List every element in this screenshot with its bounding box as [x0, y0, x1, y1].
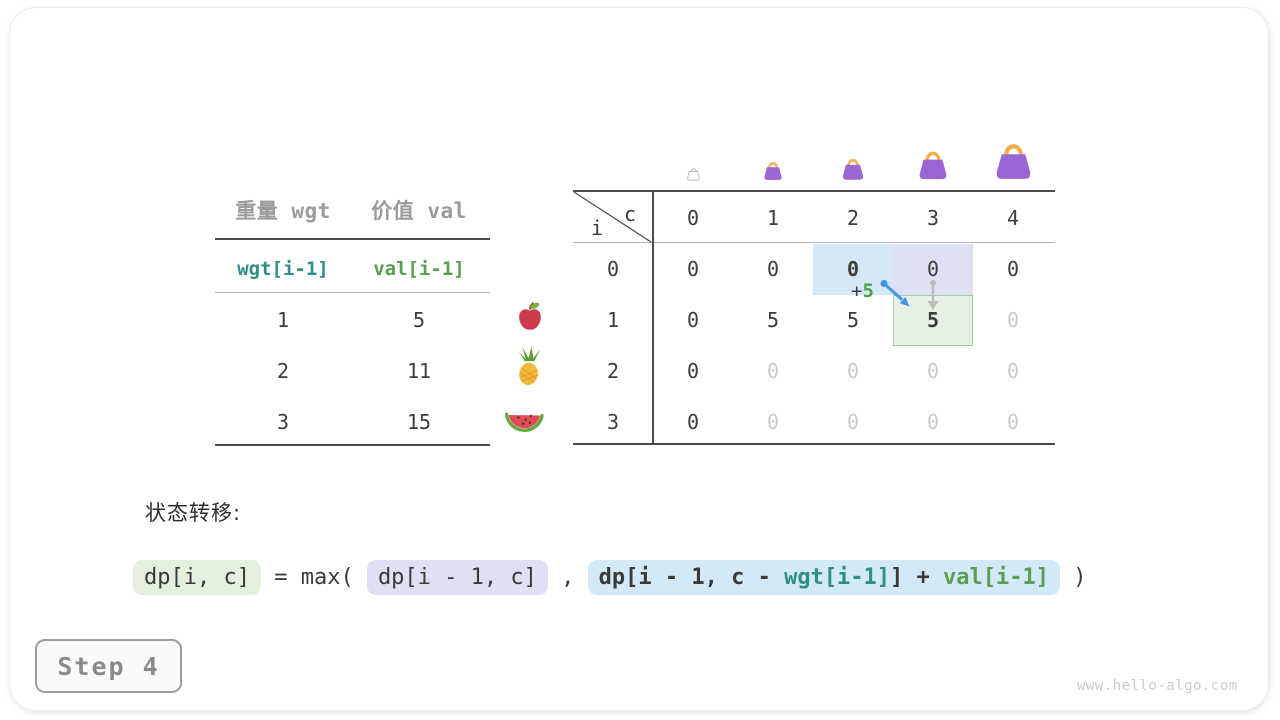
dp-cell: 0	[766, 410, 780, 434]
dp-cell: 0	[766, 359, 780, 383]
watermark: www.hello-algo.com	[1077, 678, 1238, 694]
item-weight-cell: 3	[276, 410, 290, 434]
dp-row-header: 2	[606, 359, 620, 383]
items-val-expr: val[i-1]	[373, 258, 465, 280]
dp-cell: 0	[766, 257, 780, 281]
dp-cell: 0	[926, 257, 940, 281]
item-weight-cell: 1	[276, 308, 290, 332]
formula-chip-dp: dp[i, c]	[133, 560, 261, 595]
pineapple-icon	[512, 346, 547, 392]
step-badge[interactable]: Step 4	[35, 639, 182, 693]
dp-cell: 0	[846, 359, 860, 383]
item-value-cell: 5	[412, 308, 426, 332]
gain-value: 5	[862, 280, 874, 302]
apple-icon	[517, 301, 543, 336]
dp-corner-col-var: c	[624, 202, 637, 226]
bag-icon	[916, 145, 950, 185]
dp-col-header: 3	[926, 206, 940, 230]
gain-annotation: +5	[851, 281, 874, 301]
items-table-mid-rule	[215, 292, 490, 293]
bag-outline-icon	[686, 165, 701, 185]
formula-op-eq-max: = max(	[260, 565, 367, 590]
dp-col-header: 4	[1006, 206, 1020, 230]
dp-cell: 0	[846, 410, 860, 434]
dp-table-vertical-rule	[652, 191, 654, 444]
dp-cell: 5	[926, 308, 940, 332]
dp-cell: 0	[686, 410, 700, 434]
items-table-top-rule	[215, 238, 490, 240]
formula-take-mid: ] +	[890, 565, 944, 590]
state-transition-formula: dp[i, c] = max( dp[i - 1, c] , dp[i - 1,…	[133, 560, 1087, 595]
watermelon-icon	[504, 404, 546, 439]
dp-col-header: 1	[766, 206, 780, 230]
formula-take-val: val[i-1]	[943, 565, 1049, 590]
items-wgt-expr: wgt[i-1]	[237, 258, 329, 280]
items-col-weight-header: 重量 wgt	[235, 199, 331, 223]
dp-cell: 0	[686, 257, 700, 281]
item-weight-cell: 2	[276, 359, 290, 383]
formula-op-comma: ,	[547, 565, 588, 590]
formula-take-pre: dp[i - 1, c -	[598, 565, 785, 590]
formula-chip-prev: dp[i - 1, c]	[366, 560, 548, 595]
dp-corner-row-var: i	[591, 216, 604, 240]
formula-chip-take: dp[i - 1, c - wgt[i-1]] + val[i-1]	[587, 560, 1060, 595]
dp-cell: 5	[766, 308, 780, 332]
dp-cell: 0	[1006, 359, 1020, 383]
dp-row-header: 3	[606, 410, 620, 434]
items-col-value-header: 价值 val	[371, 199, 467, 223]
item-value-cell: 15	[406, 410, 432, 434]
bag-icon	[992, 136, 1035, 185]
dp-cell: 0	[926, 410, 940, 434]
dp-table-top-rule	[573, 190, 1055, 192]
dp-cell: 0	[686, 308, 700, 332]
dp-cell: 0	[686, 359, 700, 383]
state-transition-label: 状态转移:	[145, 501, 242, 525]
items-table-bottom-rule	[215, 444, 490, 446]
dp-cell: 0	[846, 257, 860, 281]
dp-cell: 0	[1006, 410, 1020, 434]
dp-cell: 5	[846, 308, 860, 332]
dp-table-bottom-rule	[573, 443, 1055, 445]
dp-row-header: 1	[606, 308, 620, 332]
dp-cell: 0	[1006, 257, 1020, 281]
dp-col-header: 0	[686, 206, 700, 230]
dp-table-header-rule	[573, 242, 1055, 243]
dp-col-header: 2	[846, 206, 860, 230]
formula-take-wgt: wgt[i-1]	[784, 565, 891, 590]
dp-cell: 0	[1006, 308, 1020, 332]
dp-row-header: 0	[606, 257, 620, 281]
plus-sign: +	[851, 280, 863, 302]
dp-highlight-blue	[813, 244, 893, 295]
bag-icon	[762, 158, 784, 185]
bag-icon	[840, 154, 866, 185]
formula-op-close: )	[1060, 565, 1087, 590]
dp-cell: 0	[926, 359, 940, 383]
item-value-cell: 11	[406, 359, 432, 383]
